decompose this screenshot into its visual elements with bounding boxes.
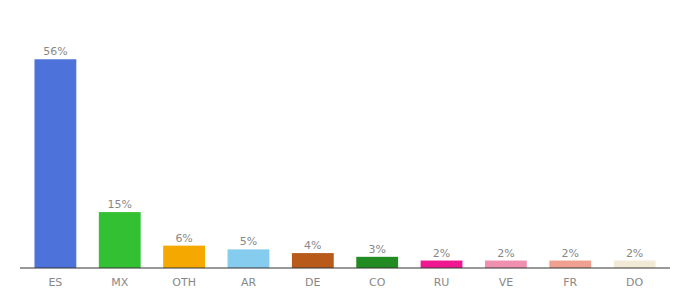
data-label: 2% [626, 247, 643, 260]
bar [356, 257, 398, 268]
data-label: 3% [368, 243, 385, 256]
x-tick-label: ES [48, 276, 62, 289]
x-tick-label: MX [111, 276, 128, 289]
bar [549, 261, 591, 268]
bars [34, 59, 655, 268]
data-label: 56% [43, 45, 67, 58]
chart: 56% 15% 6% 5% 4% 3% 2% 2% 2% 2% ES MX OTH AR DE CO RU VE F… [0, 0, 680, 300]
bar [99, 212, 141, 268]
data-label: 4% [304, 239, 321, 252]
bar [614, 261, 656, 268]
data-label: 2% [562, 247, 579, 260]
bar [163, 246, 205, 268]
data-label: 2% [497, 247, 514, 260]
data-label: 6% [175, 232, 192, 245]
x-tick-label: OTH [172, 276, 196, 289]
bar [34, 59, 76, 268]
bar [421, 261, 463, 268]
bar [485, 261, 527, 268]
bar [292, 253, 334, 268]
x-tick-label: AR [241, 276, 257, 289]
x-tick-label: DE [305, 276, 320, 289]
x-tick-label: RU [434, 276, 450, 289]
bar [228, 249, 270, 268]
x-axis-line [20, 268, 670, 269]
data-label: 15% [108, 198, 132, 211]
data-label: 2% [433, 247, 450, 260]
x-tick-label: CO [369, 276, 386, 289]
x-tick-label: DO [626, 276, 643, 289]
x-tick-label: VE [499, 276, 514, 289]
x-tick-label: FR [563, 276, 577, 289]
background [0, 0, 680, 300]
chart-container: 56% 15% 6% 5% 4% 3% 2% 2% 2% 2% ES MX OTH AR DE CO RU VE F… [0, 0, 680, 300]
data-label: 5% [240, 235, 257, 248]
